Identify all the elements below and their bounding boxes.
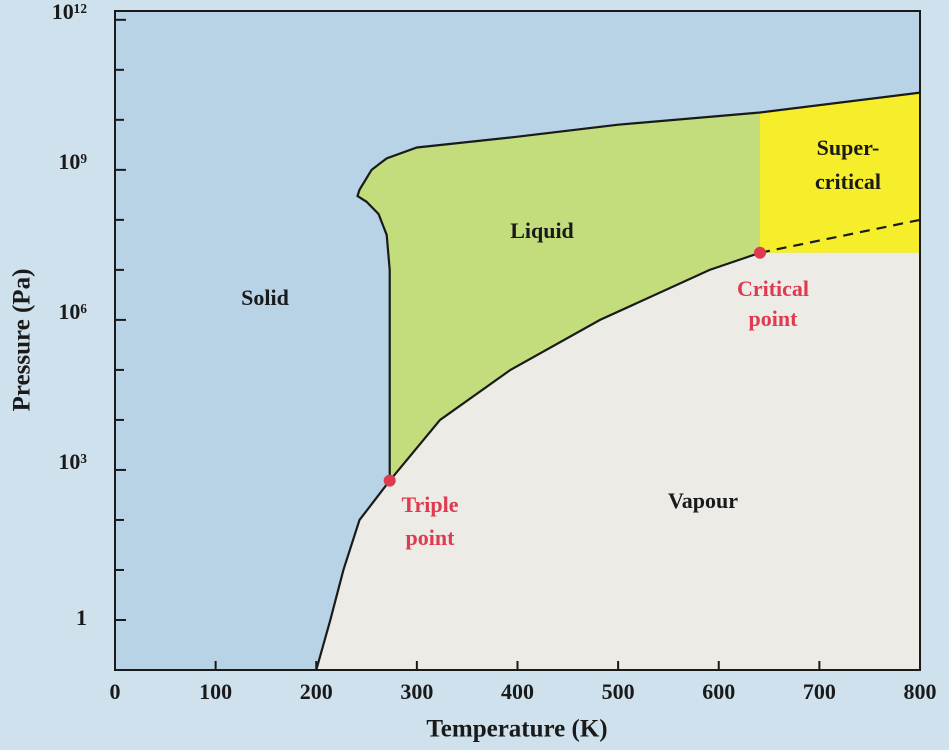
- x-tick-label: 200: [300, 679, 333, 704]
- y-tick-label: 10⁶: [58, 299, 87, 324]
- phase-boundary: [388, 251, 761, 482]
- region-label: Super-: [817, 135, 880, 160]
- region-label: Liquid: [510, 218, 574, 243]
- region-label: critical: [815, 169, 881, 194]
- y-axis-title: Pressure (Pa): [9, 269, 36, 412]
- phase-boundary: [315, 479, 391, 671]
- x-tick-label: 300: [400, 679, 433, 704]
- marks: [114, 10, 921, 671]
- y-tick-label: 10¹²: [52, 0, 88, 24]
- region-label: Vapour: [668, 488, 738, 513]
- x-axis-title: Temperature (K): [426, 716, 607, 743]
- phase-boundary: [356, 91, 921, 481]
- y-tick-label: 10³: [58, 449, 87, 474]
- region-label: Solid: [241, 285, 289, 310]
- point-label: point: [406, 525, 456, 550]
- y-tick-label: 1: [76, 605, 87, 630]
- x-tick-label: 800: [904, 679, 937, 704]
- x-tick-label: 0: [110, 679, 121, 704]
- x-tick-label: 500: [602, 679, 635, 704]
- phase-boundary: [759, 218, 921, 254]
- region-liquid: [357, 112, 761, 481]
- x-tick-label: 600: [702, 679, 735, 704]
- x-tick-label: 400: [501, 679, 534, 704]
- point-label: Triple: [401, 492, 458, 517]
- point-label: point: [749, 306, 799, 331]
- region-vapour: [316, 252, 920, 670]
- phase-point: [754, 246, 767, 259]
- point-label: Critical: [737, 276, 809, 301]
- regions: [115, 11, 920, 670]
- region-supercritical: [760, 92, 920, 253]
- phase-point: [383, 474, 396, 487]
- x-tick-label: 100: [199, 679, 232, 704]
- x-tick-label: 700: [803, 679, 836, 704]
- y-tick-label: 10⁹: [58, 149, 87, 174]
